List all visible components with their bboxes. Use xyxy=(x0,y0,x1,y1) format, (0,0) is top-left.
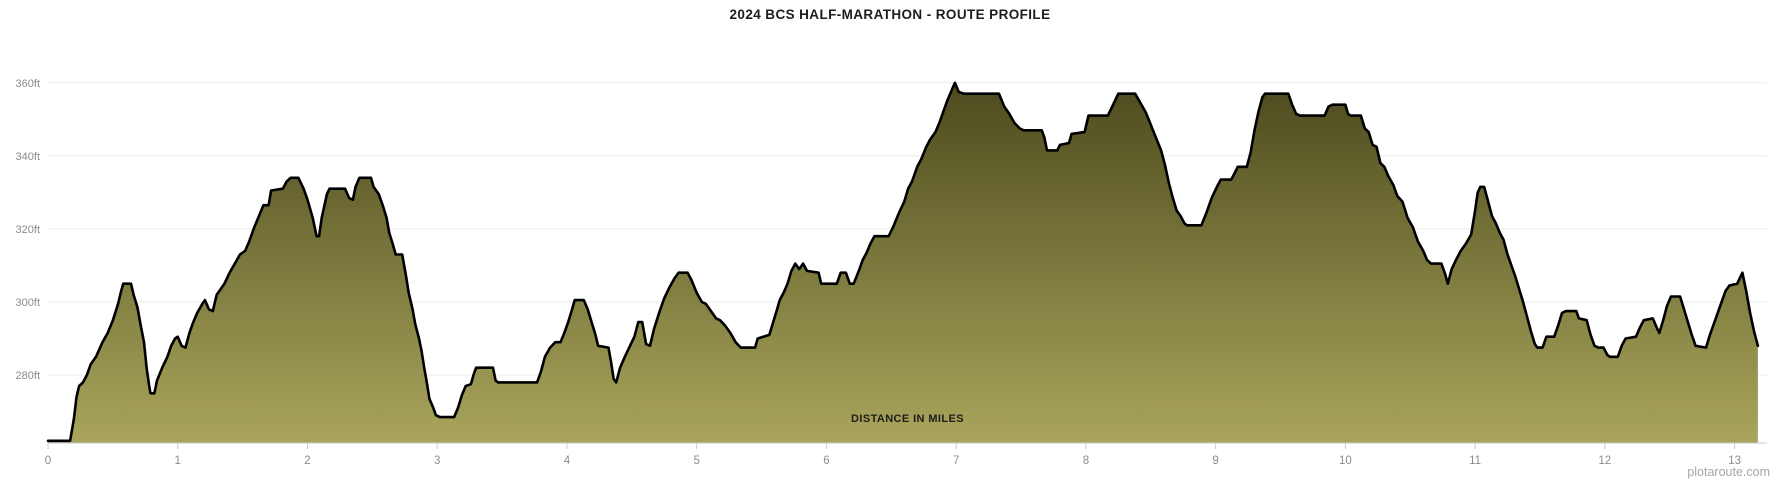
x-tick-label: 5 xyxy=(693,455,699,467)
chart-title: 2024 BCS HALF-MARATHON - ROUTE PROFILE xyxy=(729,7,1051,22)
x-tick-label: 4 xyxy=(564,455,571,467)
y-tick-label: 360ft xyxy=(16,78,40,90)
y-tick-label: 300ft xyxy=(16,297,40,309)
x-tick-label: 3 xyxy=(434,455,440,467)
y-tick-label: 280ft xyxy=(16,370,40,382)
x-tick-label: 13 xyxy=(1728,455,1741,467)
x-tick-label: 8 xyxy=(1083,455,1089,467)
y-tick-label: 340ft xyxy=(16,151,40,163)
x-tick-label: 7 xyxy=(953,455,959,467)
elevation-area xyxy=(48,82,1758,444)
x-tick-label: 1 xyxy=(174,455,180,467)
watermark: plotaroute.com xyxy=(1687,465,1770,479)
elevation-line xyxy=(46,81,1760,443)
x-tick-label: 0 xyxy=(45,455,51,467)
x-tick-label: 12 xyxy=(1598,455,1611,467)
y-tick-label: 320ft xyxy=(16,224,40,236)
x-tick-label: 2 xyxy=(304,455,310,467)
x-tick-label: 6 xyxy=(823,455,829,467)
x-axis-title: DISTANCE IN MILES xyxy=(851,413,964,425)
x-tick-label: 10 xyxy=(1339,455,1352,467)
x-tick-label: 11 xyxy=(1469,455,1481,467)
x-tick-label: 9 xyxy=(1212,455,1218,467)
